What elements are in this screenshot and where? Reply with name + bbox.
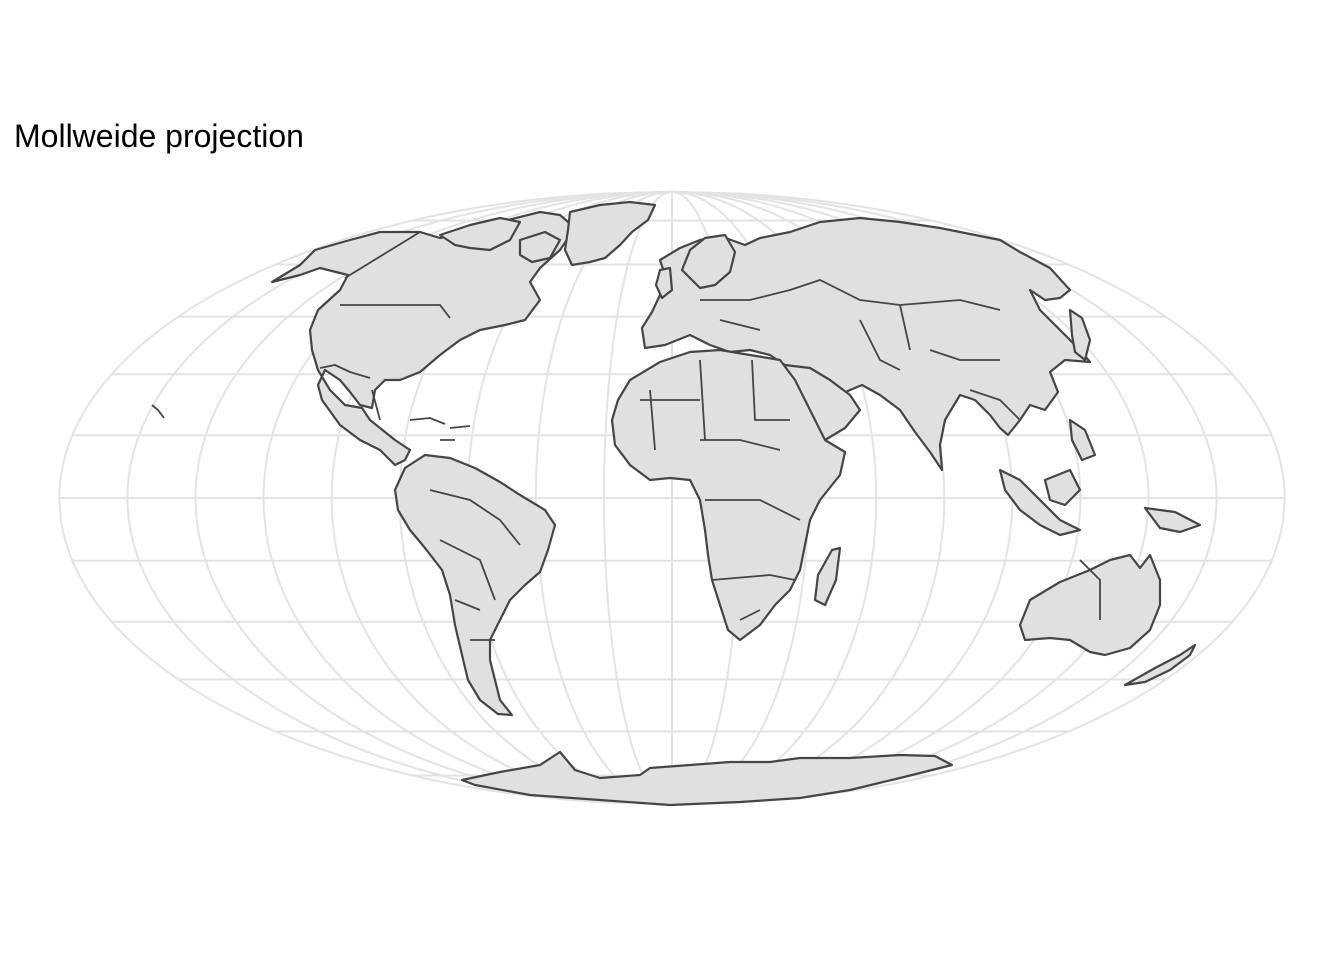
new-zealand <box>1123 643 1197 687</box>
madagascar <box>813 546 842 607</box>
greenland <box>563 200 657 267</box>
country-borders <box>319 231 1101 641</box>
indonesia-philippines <box>998 418 1202 537</box>
baffin-island <box>518 230 562 264</box>
caribbean-islands <box>409 417 471 441</box>
south-america <box>393 453 557 717</box>
map-title: Mollweide projection <box>14 118 304 154</box>
north-america <box>270 210 577 467</box>
japan <box>1068 308 1092 362</box>
australia <box>1018 553 1162 657</box>
africa <box>610 348 847 642</box>
great-britain <box>654 266 674 300</box>
antarctica <box>460 750 954 807</box>
hawaii <box>151 404 165 419</box>
continents <box>151 200 1202 807</box>
arctic-islands <box>438 216 522 252</box>
scandinavia <box>680 233 737 290</box>
